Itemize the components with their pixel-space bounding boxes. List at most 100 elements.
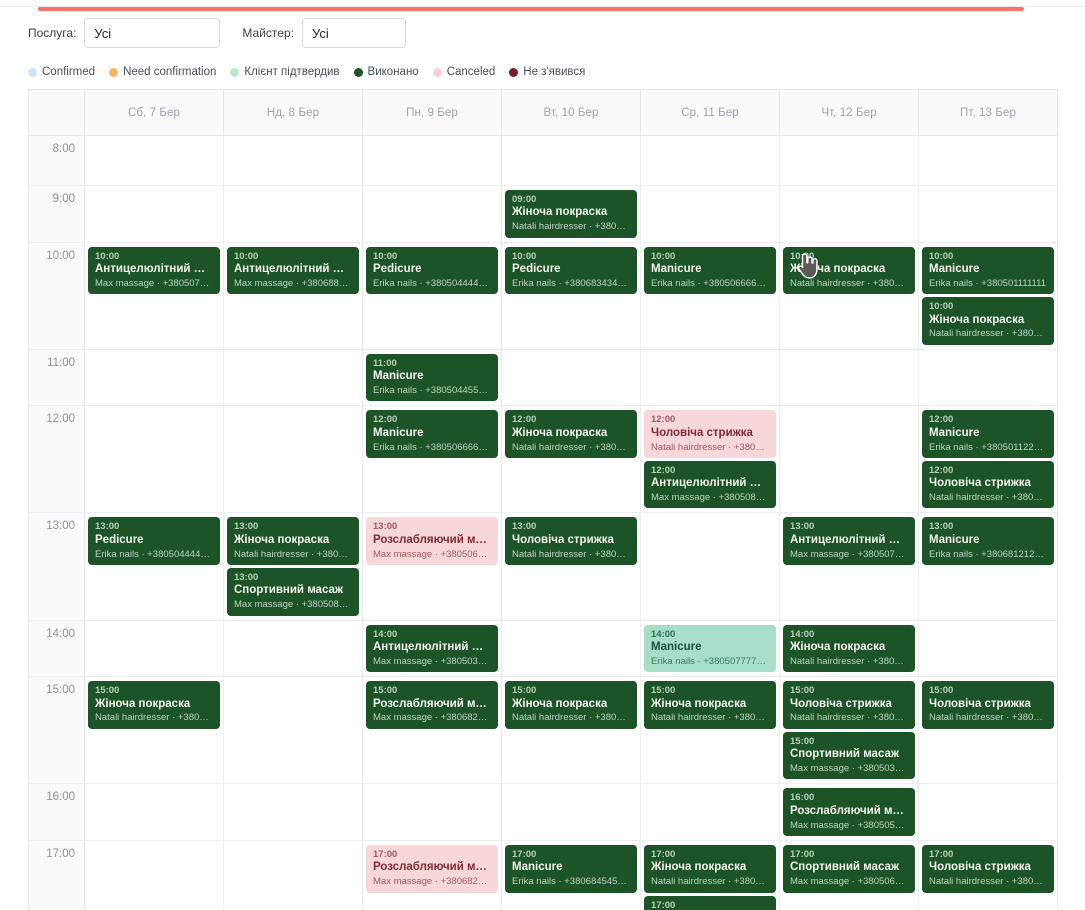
appointment-card[interactable]: 15:00 Спортивний масаж Max massage · +3805… xyxy=(783,731,915,780)
calendar-slot[interactable]: 14:00 Manicure Erika nails · +380507777777 xyxy=(641,620,780,677)
calendar-slot[interactable]: 10:00 Manicure Erika nails · +380501111111… xyxy=(919,243,1057,349)
appointment-card[interactable]: 10:00 Manicure Erika nails · +380506666666 xyxy=(644,246,776,295)
appointment-card[interactable]: 10:00 Pedicure Erika nails · +380504444444 xyxy=(366,246,498,295)
calendar-slot[interactable]: 12:00 Жіноча покраска Natali hairdresser ·… xyxy=(502,406,641,513)
calendar-slot[interactable]: 17:00 Спортивний масаж Max massage · +3805… xyxy=(780,840,919,910)
calendar-slot[interactable]: 15:00 Чоловіча стрижка Natali hairdresser … xyxy=(919,677,1057,783)
calendar-slot[interactable]: 10:00 Manicure Erika nails · +380506666666 xyxy=(641,242,780,349)
calendar-slot[interactable] xyxy=(919,350,1057,406)
calendar-slot[interactable] xyxy=(502,136,641,185)
calendar-slot[interactable]: 15:00 Чоловіча стрижка Natali hairdresser … xyxy=(780,677,919,784)
appointment-card[interactable]: 10:00 Жіноча покраска Natali hairdresser ·… xyxy=(783,246,915,295)
calendar-slot[interactable] xyxy=(641,513,780,620)
appointment-card[interactable]: 14:00 Manicure Erika nails · +380507777777 xyxy=(644,624,776,673)
calendar-slot[interactable] xyxy=(641,186,780,242)
calendar-slot[interactable] xyxy=(641,784,780,840)
calendar-slot[interactable] xyxy=(502,784,641,840)
calendar-slot[interactable] xyxy=(641,349,780,406)
appointment-card[interactable]: 12:00 Жіноча покраска Natali hairdresser ·… xyxy=(505,410,637,458)
appointment-card[interactable]: 10:00 Manicure Erika nails · +380501111111 xyxy=(922,246,1054,295)
calendar-slot[interactable] xyxy=(919,186,1057,242)
calendar-slot[interactable] xyxy=(85,784,224,840)
appointment-card[interactable]: 09:00 Жіноча покраска Natali hairdresser ·… xyxy=(505,190,637,238)
appointment-card[interactable]: 13:00 Manicure Erika nails · +380681212121 xyxy=(922,517,1054,566)
calendar-slot[interactable]: 13:00 Жіноча покраска Natali hairdresser ·… xyxy=(224,513,363,620)
calendar-slot[interactable] xyxy=(85,186,224,242)
appointment-card[interactable]: 13:00 Pedicure Erika nails · +380504444444 xyxy=(88,517,220,566)
appointment-card[interactable]: 10:00 Жіноча покраска Natali hairdresser ·… xyxy=(922,297,1054,345)
appointment-card[interactable]: 17:00 Спортивний масаж Max massage · +3805… xyxy=(783,844,915,893)
calendar-slot[interactable] xyxy=(224,677,363,784)
calendar-slot[interactable]: 12:00 Чоловіча стрижка Natali hairdresser … xyxy=(641,406,780,513)
calendar-slot[interactable] xyxy=(85,840,224,910)
calendar-slot[interactable] xyxy=(224,620,363,677)
master-filter[interactable] xyxy=(301,18,406,48)
calendar-slot[interactable] xyxy=(363,186,502,242)
calendar-day-header[interactable]: Чт, 12 Бер xyxy=(780,90,919,135)
calendar-slot[interactable] xyxy=(780,349,919,406)
calendar-slot[interactable]: 17:00 Чоловіча стрижка Natali hairdresser … xyxy=(919,841,1057,910)
appointment-card[interactable]: 17:00 Чоловіча стрижка Natali hairdresser … xyxy=(922,844,1054,893)
calendar-slot[interactable] xyxy=(780,136,919,185)
appointment-card[interactable]: 13:00 Чоловіча стрижка Natali hairdresser … xyxy=(505,517,637,566)
appointment-card[interactable]: 15:00 Жіноча покраска Natali hairdresser ·… xyxy=(88,681,220,729)
calendar-slot[interactable]: 14:00 Жіноча покраска Natali hairdresser ·… xyxy=(780,620,919,677)
appointment-card[interactable]: 10:00 Pedicure Erika nails · +380683434344 xyxy=(505,246,637,295)
appointment-card[interactable]: 16:00 Розслабляючий масаж Max massage · +3… xyxy=(783,788,915,836)
calendar-slot[interactable] xyxy=(85,136,224,185)
calendar-slot[interactable] xyxy=(780,186,919,242)
appointment-card[interactable]: 14:00 Жіноча покраска Natali hairdresser ·… xyxy=(783,624,915,673)
calendar-slot[interactable] xyxy=(363,136,502,185)
calendar-slot[interactable] xyxy=(919,136,1057,185)
appointment-card[interactable]: 15:00 Розслабляючий масаж Max massage · +3… xyxy=(366,681,498,729)
calendar-slot[interactable]: 12:00 Manicure Erika nails · +380501122333… xyxy=(919,406,1057,512)
calendar-slot[interactable]: 17:00 Розслабляючий масаж Max massage · +3… xyxy=(363,840,502,910)
calendar-slot[interactable]: 12:00 Manicure Erika nails · +380506666666 xyxy=(363,406,502,513)
calendar-slot[interactable] xyxy=(780,406,919,513)
calendar-slot[interactable] xyxy=(224,406,363,513)
calendar-slot[interactable] xyxy=(224,349,363,406)
calendar-slot[interactable]: 15:00 Жіноча покраска Natali hairdresser ·… xyxy=(85,677,224,784)
calendar-slot[interactable] xyxy=(502,349,641,406)
appointment-card[interactable]: 17:00 Жіноча покраска Natali hairdresser ·… xyxy=(644,844,776,893)
calendar-slot[interactable]: 17:00 Жіноча покраска Natali hairdresser ·… xyxy=(641,840,780,910)
appointment-card[interactable]: 17:00 Розслабляючий масаж Max massage · +3… xyxy=(366,844,498,893)
calendar-slot[interactable] xyxy=(85,620,224,677)
calendar-slot[interactable] xyxy=(641,136,780,185)
calendar-slot[interactable] xyxy=(85,349,224,406)
appointment-card[interactable]: 12:00 Чоловіча стрижка Natali hairdresser … xyxy=(644,410,776,458)
calendar-day-header[interactable]: Сб, 7 Бер xyxy=(85,90,224,135)
calendar-slot[interactable]: 15:00 Розслабляючий масаж Max massage · +3… xyxy=(363,677,502,784)
calendar-slot[interactable] xyxy=(502,620,641,677)
service-filter[interactable] xyxy=(84,18,221,48)
calendar-slot[interactable]: 17:00 Manicure Erika nails · +380684545455 xyxy=(502,840,641,910)
calendar-slot[interactable]: 13:00 Розслабляючий масаж Max massage · +3… xyxy=(363,513,502,620)
calendar-slot[interactable]: 10:00 Pedicure Erika nails · +380683434344 xyxy=(502,242,641,349)
appointment-card[interactable]: 15:00 Жіноча покраска Natali hairdresser ·… xyxy=(644,681,776,729)
calendar-slot[interactable]: 13:00 Чоловіча стрижка Natali hairdresser … xyxy=(502,513,641,620)
appointment-card[interactable]: 15:00 Чоловіча стрижка Natali hairdresser … xyxy=(922,681,1054,729)
calendar-slot[interactable]: 13:00 Pedicure Erika nails · +380504444444 xyxy=(85,513,224,620)
calendar-day-header[interactable]: Вт, 10 Бер xyxy=(502,90,641,135)
calendar-day-header[interactable]: Ср, 11 Бер xyxy=(641,90,780,135)
calendar-slot[interactable] xyxy=(919,784,1057,840)
calendar-slot[interactable] xyxy=(224,186,363,242)
appointment-card[interactable]: 12:00 Manicure Erika nails · +380501122333 xyxy=(922,410,1054,458)
calendar-slot[interactable]: 11:00 Manicure Erika nails · +380504455111 xyxy=(363,349,502,406)
calendar-slot[interactable]: 15:00 Жіноча покраска Natali hairdresser ·… xyxy=(502,677,641,784)
calendar-slot[interactable]: 13:00 Manicure Erika nails · +380681212121 xyxy=(919,513,1057,619)
appointment-card[interactable]: 13:00 Спортивний масаж Max massage · +3805… xyxy=(227,568,359,616)
calendar-day-header[interactable]: Пт, 13 Бер xyxy=(919,90,1057,135)
calendar-day-header[interactable]: Нд, 8 Бер xyxy=(224,90,363,135)
calendar-slot[interactable] xyxy=(363,784,502,840)
appointment-card[interactable]: 13:00 Розслабляючий масаж Max massage · +3… xyxy=(366,517,498,566)
appointment-card[interactable]: 11:00 Manicure Erika nails · +380504455111 xyxy=(366,353,498,402)
appointment-card[interactable]: 12:00 Чоловіча стрижка Natali hairdresser … xyxy=(922,460,1054,509)
